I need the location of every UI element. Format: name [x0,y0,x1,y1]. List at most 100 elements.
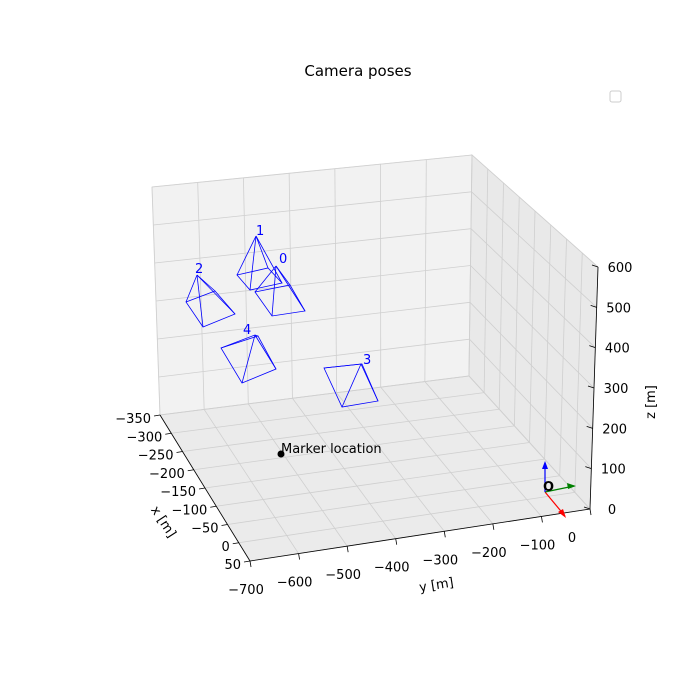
camera-frustum-edge [254,265,277,293]
y-tick-mark [298,553,300,560]
y-tick-mark [249,560,252,568]
z-tick-mark [587,385,595,389]
origin-y-arrowhead [567,483,576,489]
grid-line-z [159,375,591,510]
y-tick-label: −600 [277,576,313,591]
y-tick-label: 0 [568,531,576,546]
x-tick-label: −250 [138,449,174,464]
camera-frustum-edge [323,363,362,369]
x-tick-group: −350 −300 −250 −200 −150 −100 −500 50 [115,412,251,573]
z-tick-label: 200 [602,422,627,437]
camera-frustum-edge [341,363,362,408]
x-tick-label: −350 [115,412,151,427]
origin-label: O [543,480,554,495]
grid-line-floor-y [380,386,494,525]
y-tick-mark [492,523,495,530]
chart-title: Camera poses [304,62,411,80]
axes-panes [151,153,599,562]
grid-line-floor-y [203,409,299,554]
z-tick-mark [591,264,599,268]
camera-label: 4 [243,323,251,338]
y-tick-label: −300 [422,553,458,568]
camera-frustum-edge [196,274,236,315]
marker-group: Marker location [277,442,382,458]
x-tick-mark [153,414,161,417]
x-tick-label: −200 [149,467,185,482]
z-tick-label: 100 [601,463,626,478]
grid-line-floor-x [182,408,500,452]
origin-axes: O [542,461,576,518]
grid-line-floor-y [247,403,348,547]
x-tick-mark [165,432,172,435]
camera-label: 3 [363,353,371,368]
grid-line-floor-y [292,398,397,539]
z-tick-label: 400 [605,342,630,357]
grid-line-floor-x [204,442,530,489]
camera-frustum-edge [236,235,257,276]
z-tick-mark [586,425,593,429]
x-tick-mark [176,451,183,453]
x-tick-mark [198,487,206,490]
grid-line-floor-y [424,381,542,517]
y-tick-mark [589,508,592,516]
origin-x-arrowhead [558,509,566,518]
z-tick-label: 600 [608,261,633,276]
camera-4: 4 [220,323,277,384]
camera-frustum-edge [275,265,306,312]
grid-line-z [151,154,599,268]
y-tick-label: −100 [520,538,556,553]
camera-2: 2 [185,262,236,328]
origin-z-arrowhead [542,461,548,469]
y-tick-mark [443,531,446,538]
camera-3: 3 [323,353,379,408]
camera-frustum-edge [196,274,204,328]
z-tick-label: 500 [606,301,631,316]
x-tick-label: 50 [224,558,241,573]
x-tick-label: −100 [172,503,208,518]
grid-line-floor-y [336,392,445,532]
camera-frusta: 01 2 3 4 [185,224,379,408]
camera-frustum-edge [249,235,257,291]
grid-line-floor-x [227,475,560,525]
z-tick-mark [585,466,592,470]
camera-label: 2 [195,262,203,277]
camera-frustum-edge [255,235,269,269]
y-tick-mark [395,538,398,545]
z-axis-label: z [m] [644,385,659,419]
y-tick-mark [541,516,543,523]
back-pane [151,154,473,416]
camera-frustum-edge [241,334,256,384]
camera-label: 0 [279,252,287,267]
camera-1: 1 [236,224,283,291]
y-tick-label: −400 [374,561,410,576]
z-tick-mark [590,304,597,308]
camera-0: 0 [254,252,306,317]
y-tick-label: −700 [228,583,264,598]
x-tick-label: −50 [191,522,218,537]
z-tick-label: 300 [604,382,629,397]
marker-label: Marker location [281,442,382,457]
grid-line-floor-x [216,458,545,507]
x-tick-mark [243,560,251,563]
x-tick-label: −150 [160,485,196,500]
grid-line-z [157,301,593,429]
x-tick-mark [210,505,217,508]
marker-point [277,450,285,458]
grid-line-floor-x [238,491,575,544]
grid-line-z [153,191,597,308]
z-tick-label: 0 [608,503,616,518]
y-axis-label: y [m] [418,575,455,595]
y-tick-mark [346,546,349,553]
x-tick-mark [187,469,194,472]
y-tick-group: −700 −600 −500 −400 −300 −200 −100 0 [228,508,592,598]
grid-line-z [158,338,592,469]
camera-label: 1 [256,224,264,239]
x-tick-label: −300 [127,430,163,445]
x-tick-mark [221,524,228,526]
camera-frustum-edge [254,334,277,370]
camera-frustum-edge [360,363,379,402]
y-tick-label: −200 [471,546,507,561]
camera-frustum-edge [271,265,277,317]
legend-box [609,90,622,103]
